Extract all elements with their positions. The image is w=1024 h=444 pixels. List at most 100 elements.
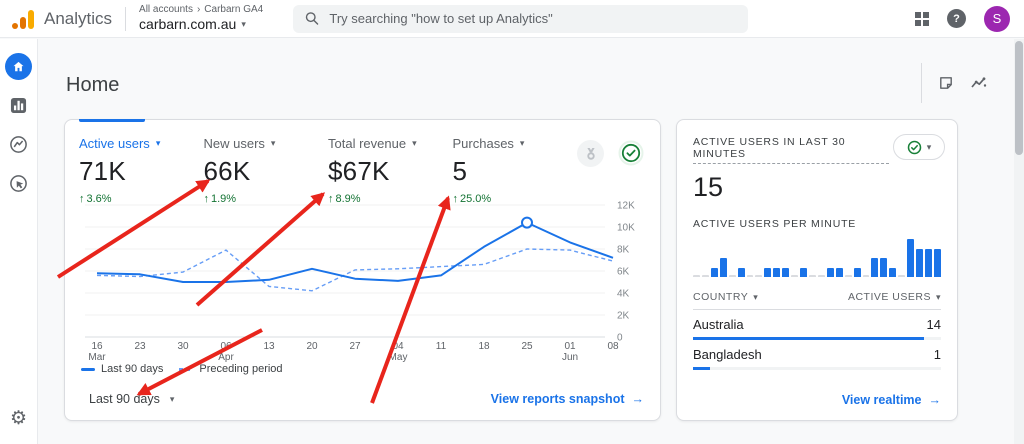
svg-text:Jun: Jun	[562, 352, 578, 363]
breadcrumb-current[interactable]: Carbarn GA4	[204, 3, 264, 15]
search-icon	[306, 12, 319, 25]
avatar[interactable]: S	[984, 5, 1010, 32]
svg-text:11: 11	[436, 341, 447, 352]
settings-gear-icon[interactable]: ⚙	[9, 408, 28, 429]
realtime-card: ACTIVE USERS IN LAST 30 MINUTES ▾ 15 ACT…	[676, 119, 958, 421]
metric-selector[interactable]: Active users ▾	[79, 136, 204, 151]
chevron-down-icon: ▾	[519, 138, 525, 148]
account-switcher[interactable]: All accounts › Carbarn GA4 carbarn.com.a…	[139, 4, 263, 34]
legend-last-90-days: Last 90 days	[81, 363, 163, 375]
svg-text:May: May	[389, 352, 408, 363]
svg-text:06: 06	[220, 341, 232, 352]
svg-text:0: 0	[617, 333, 623, 344]
chevron-down-icon: ▾	[935, 291, 941, 302]
svg-text:Mar: Mar	[88, 352, 106, 363]
metric-value: 5	[452, 156, 468, 186]
scrollbar-thumb[interactable]	[1015, 41, 1023, 155]
svg-text:01: 01	[564, 341, 576, 352]
metric-selector[interactable]: Purchases ▾	[453, 136, 578, 151]
metric-label: New users	[203, 136, 265, 151]
svg-text:23: 23	[134, 341, 146, 352]
metric-active-users: Active users ▾ 71K ↑ 3.6%	[79, 136, 204, 205]
arrow-up-icon: ↑	[328, 193, 334, 205]
chevron-down-icon: ▾	[155, 138, 161, 148]
breadcrumb-chevron-icon: ›	[196, 3, 201, 15]
country-name: Bangladesh	[693, 347, 762, 362]
overview-card: Active users ▾ 71K ↑ 3.6% New users ▾ 66…	[64, 119, 661, 421]
per-minute-label: ACTIVE USERS PER MINUTE	[693, 218, 857, 230]
chevron-down-icon: ▾	[753, 291, 759, 302]
svg-text:27: 27	[349, 341, 361, 352]
scrollbar-track[interactable]	[1014, 39, 1024, 444]
country-column-header[interactable]: COUNTRY ▾	[693, 291, 759, 303]
analytics-logo-icon	[12, 9, 36, 29]
svg-text:30: 30	[177, 341, 189, 352]
sidebar-item-home[interactable]	[5, 53, 32, 80]
sidebar-item-explore[interactable]	[5, 131, 32, 158]
green-check-icon	[907, 140, 921, 154]
view-realtime-link[interactable]: View realtime →	[841, 393, 942, 407]
metric-value: 71K	[79, 156, 126, 186]
sidebar-item-advertising[interactable]	[5, 170, 32, 197]
chevron-down-icon: ▾	[270, 138, 276, 148]
app-name: Analytics	[44, 8, 113, 28]
help-icon[interactable]: ?	[947, 9, 966, 28]
country-bar	[693, 337, 941, 340]
sidebar-item-reports[interactable]	[5, 92, 32, 119]
search-bar[interactable]	[293, 4, 749, 33]
legend-preceding-period: Preceding period	[179, 363, 283, 375]
country-value: 1	[933, 347, 941, 362]
insights-icon[interactable]	[970, 75, 987, 91]
active-users-column-header[interactable]: ACTIVE USERS ▾	[847, 291, 941, 303]
svg-text:4K: 4K	[617, 289, 630, 300]
svg-text:16: 16	[91, 341, 103, 352]
sidebar: ⚙	[0, 39, 38, 444]
date-range-selector[interactable]: Last 90 days ▾	[89, 392, 175, 406]
svg-text:18: 18	[478, 341, 490, 352]
realtime-table-header: COUNTRY ▾ ACTIVE USERS ▾	[693, 291, 941, 310]
chart-legend: Last 90 days Preceding period	[81, 363, 283, 375]
view-reports-snapshot-link[interactable]: View reports snapshot →	[490, 392, 645, 406]
metric-label: Total revenue	[328, 136, 407, 151]
arrow-up-icon: ↑	[452, 193, 459, 205]
search-input[interactable]	[329, 11, 737, 26]
svg-text:2K: 2K	[617, 311, 630, 322]
metric-delta: ↑ 8.9%	[328, 193, 361, 205]
solid-line-swatch-icon	[81, 367, 95, 371]
property-name[interactable]: carbarn.com.au	[139, 16, 237, 32]
metric-selector[interactable]: New users ▾	[204, 136, 329, 151]
metric-value: $67K	[328, 156, 390, 186]
arrow-right-icon: →	[928, 393, 942, 407]
metric-purchases: Purchases ▾ 5 ↑ 25.0%	[453, 136, 578, 205]
page-title: Home	[66, 74, 120, 96]
dashed-line-swatch-icon	[179, 367, 194, 371]
country-bar	[693, 367, 941, 370]
benchmark-medal-icon[interactable]	[577, 140, 604, 167]
per-minute-bar-chart[interactable]	[693, 239, 941, 277]
svg-text:8K: 8K	[617, 245, 630, 256]
breadcrumb-root[interactable]: All accounts	[139, 3, 193, 15]
arrow-right-icon: →	[631, 392, 645, 406]
metric-new-users: New users ▾ 66K ↑ 1.9%	[204, 136, 329, 205]
note-icon[interactable]	[938, 75, 954, 91]
svg-text:12K: 12K	[617, 201, 635, 212]
table-row: Bangladesh 1	[693, 340, 941, 370]
metric-label: Active users	[79, 136, 150, 151]
realtime-title: ACTIVE USERS IN LAST 30 MINUTES	[693, 136, 889, 164]
data-quality-check-icon[interactable]	[618, 140, 644, 166]
apps-grid-icon[interactable]	[915, 11, 929, 26]
metric-value: 66K	[203, 156, 251, 186]
svg-text:13: 13	[263, 341, 275, 352]
metric-selector[interactable]: Total revenue ▾	[328, 136, 453, 151]
table-row: Australia 14	[693, 310, 941, 340]
breadcrumb: All accounts › Carbarn GA4	[139, 4, 263, 17]
top-bar: Analytics All accounts › Carbarn GA4 car…	[0, 0, 1024, 38]
svg-text:10K: 10K	[617, 223, 635, 234]
header-actions	[921, 63, 987, 103]
svg-text:6K: 6K	[617, 267, 630, 278]
svg-text:25: 25	[521, 341, 533, 352]
realtime-status-dropdown[interactable]: ▾	[893, 134, 945, 160]
active-metric-indicator	[79, 119, 145, 122]
metric-label: Purchases	[452, 136, 514, 151]
